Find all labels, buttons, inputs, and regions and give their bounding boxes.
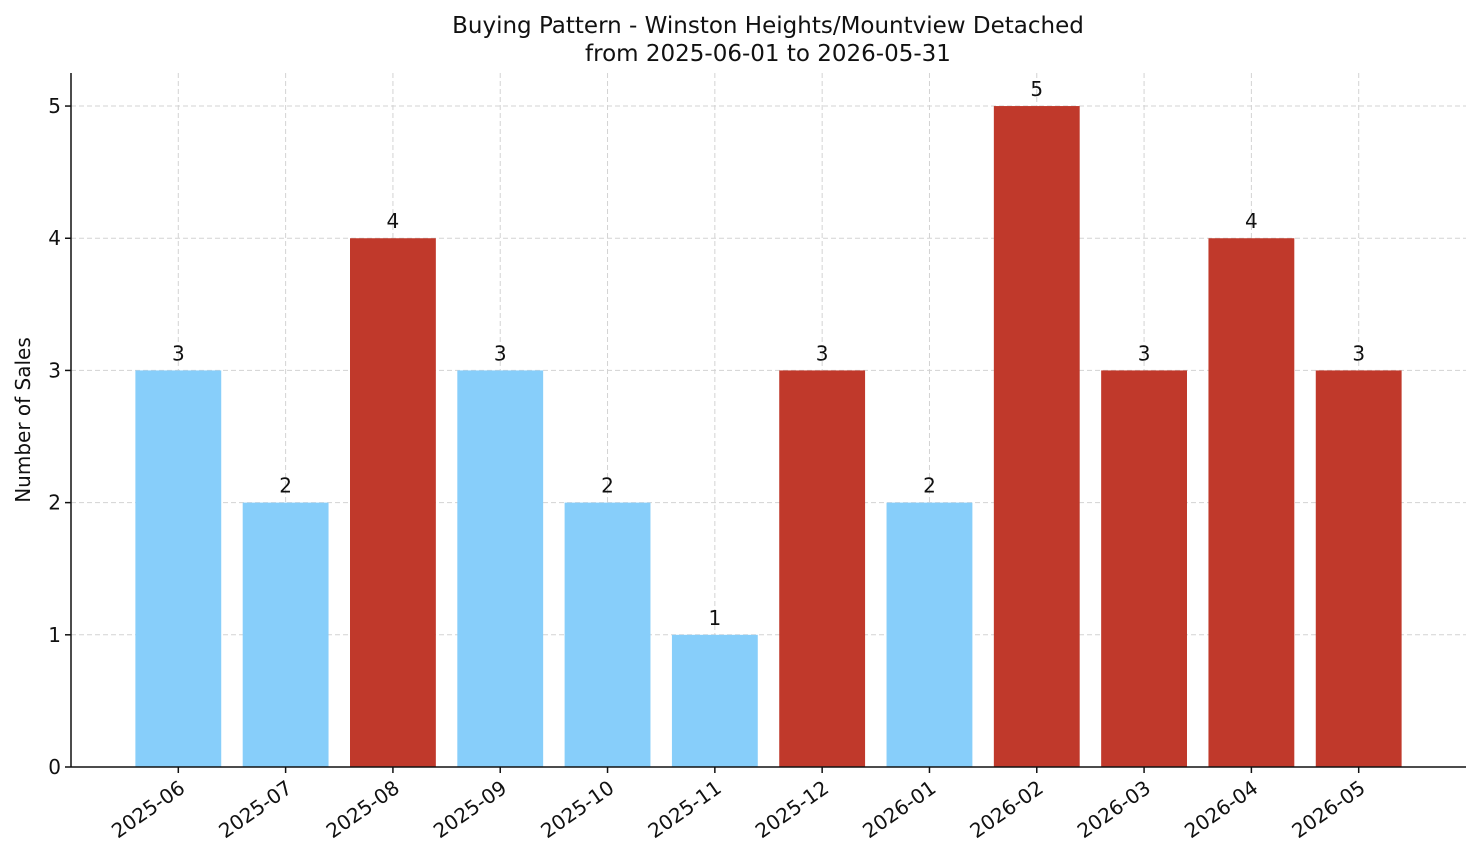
value-label: 3 [816, 341, 829, 365]
y-tick-label: 1 [48, 623, 61, 647]
x-tick-label: 2025-06 [107, 775, 189, 843]
value-label: 3 [494, 341, 507, 365]
bar [671, 634, 758, 767]
bar [457, 370, 544, 767]
x-tick-label: 2026-02 [965, 775, 1047, 843]
bar [779, 370, 866, 767]
value-label: 3 [1138, 341, 1151, 365]
bar [242, 502, 329, 767]
value-label: 3 [1352, 341, 1365, 365]
value-label: 2 [279, 474, 292, 498]
value-label: 4 [1245, 209, 1258, 233]
bar [1101, 370, 1187, 767]
x-tick-label: 2025-11 [643, 775, 725, 843]
value-label: 3 [172, 341, 185, 365]
y-tick-label: 2 [48, 491, 61, 515]
x-tick-label: 2025-07 [214, 775, 296, 843]
y-tick-label: 3 [48, 358, 61, 382]
y-tick-label: 4 [48, 226, 61, 250]
bar [1208, 238, 1295, 767]
x-tick-label: 2025-12 [751, 775, 833, 843]
x-tick-label: 2026-01 [858, 775, 940, 843]
y-tick-label: 5 [48, 94, 61, 118]
value-label: 4 [387, 209, 400, 233]
value-label: 2 [923, 474, 936, 498]
bars [135, 106, 1402, 768]
x-tick-label: 2025-08 [322, 775, 404, 843]
x-tick-label: 2026-03 [1073, 775, 1155, 843]
x-tick-label: 2025-09 [429, 775, 511, 843]
x-tick-label: 2025-10 [536, 775, 618, 843]
value-label: 5 [1030, 77, 1043, 101]
chart-title: Buying Pattern - Winston Heights/Mountvi… [452, 13, 1084, 39]
chart-subtitle: from 2025-06-01 to 2026-05-31 [585, 41, 951, 67]
y-axis-label: Number of Sales [11, 337, 35, 503]
bar [135, 370, 222, 767]
value-label: 2 [601, 474, 614, 498]
y-tick-label: 0 [48, 755, 61, 779]
bar [886, 502, 973, 767]
bar [993, 106, 1080, 768]
value-label: 1 [708, 606, 721, 630]
x-tick-label: 2026-05 [1287, 775, 1369, 843]
bar [1315, 370, 1402, 767]
x-tick-label: 2026-04 [1180, 775, 1262, 843]
bar [564, 502, 651, 767]
bar [350, 238, 436, 767]
